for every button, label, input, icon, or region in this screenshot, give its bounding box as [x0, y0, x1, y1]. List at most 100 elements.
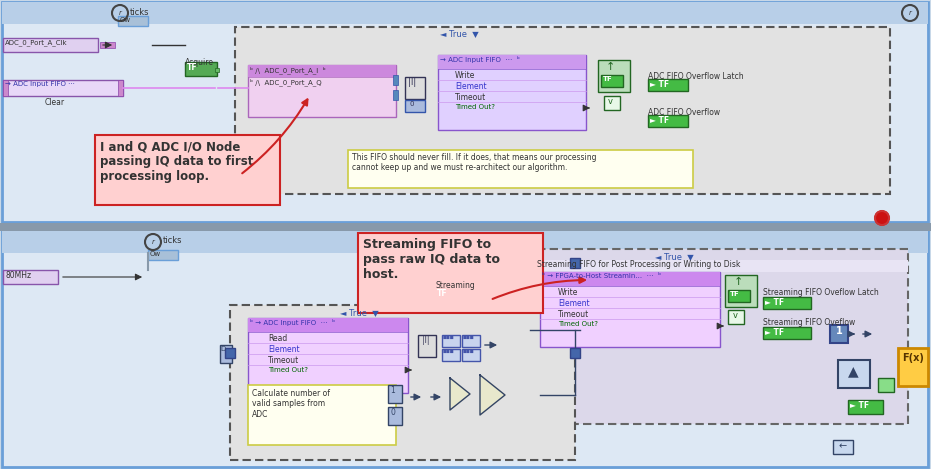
Text: Timed Out?: Timed Out? [455, 104, 495, 110]
Bar [728, 290, 750, 302]
Text: ► TF: ► TF [850, 401, 870, 410]
Text: Write: Write [558, 288, 578, 297]
Text: Streaming FIFO Oveflow: Streaming FIFO Oveflow [763, 318, 856, 327]
Bar [763, 297, 811, 309]
Text: r: r [118, 10, 121, 16]
Bar [248, 385, 396, 445]
Bar [3, 80, 8, 96]
Bar [148, 250, 178, 260]
Text: 1: 1 [391, 386, 396, 395]
Text: I and Q ADC I/O Node
passing IQ data to first
processing loop.: I and Q ADC I/O Node passing IQ data to … [100, 140, 253, 183]
Text: TF: TF [187, 63, 197, 72]
Bar [405, 100, 425, 112]
Circle shape [875, 211, 889, 225]
Bar [540, 272, 720, 286]
Bar [248, 65, 396, 77]
Text: A: A [496, 291, 504, 301]
Bar [533, 249, 908, 424]
Text: Element: Element [455, 82, 487, 91]
Bar [405, 77, 425, 99]
Text: Ow: Ow [120, 17, 131, 23]
Text: ADC FIFO Overflow Latch: ADC FIFO Overflow Latch [648, 72, 744, 81]
Text: ■■■: ■■■ [443, 350, 454, 354]
Bar [3, 38, 98, 52]
Text: ■■■: ■■■ [463, 336, 475, 340]
Text: Element: Element [268, 345, 300, 354]
Text: 0: 0 [391, 408, 396, 417]
Text: |I|: |I| [408, 78, 416, 87]
Text: Streaming FIFO for Post Processing or Writing to Disk: Streaming FIFO for Post Processing or Wr… [537, 260, 740, 269]
Bar [830, 325, 848, 343]
Bar [725, 275, 757, 307]
Text: Timeout: Timeout [268, 356, 299, 365]
Bar [570, 348, 580, 358]
Bar [601, 75, 623, 87]
Text: ► TF: ► TF [650, 116, 669, 125]
Bar [100, 42, 115, 48]
Text: ◄ True  ▼: ◄ True ▼ [340, 308, 379, 317]
Bar [248, 65, 396, 117]
Bar [462, 335, 480, 347]
Bar [230, 305, 575, 460]
Bar [648, 115, 688, 127]
Bar [438, 55, 586, 69]
Bar [598, 60, 630, 92]
Text: Acquire: Acquire [185, 58, 214, 67]
Text: 80MHz: 80MHz [5, 271, 31, 280]
Bar [898, 348, 928, 386]
Bar [248, 318, 408, 332]
Text: r: r [909, 10, 911, 16]
Bar [570, 258, 580, 268]
Text: D: D [221, 346, 225, 352]
Text: ADC FIFO Overflow: ADC FIFO Overflow [648, 108, 720, 117]
Text: ► TF: ► TF [765, 298, 784, 307]
Text: ticks: ticks [163, 236, 182, 245]
Bar [838, 360, 870, 388]
Bar [393, 75, 398, 85]
Text: F(x): F(x) [902, 353, 924, 363]
Text: Clear: Clear [45, 98, 65, 107]
Polygon shape [450, 378, 470, 410]
Bar [2, 2, 928, 222]
Bar [393, 90, 398, 100]
Text: ◄ True  ▼: ◄ True ▼ [440, 29, 479, 38]
Text: ᵇ → FPGA-to-Host Streamin...  ⋯  ᵇ: ᵇ → FPGA-to-Host Streamin... ⋯ ᵇ [542, 273, 661, 279]
Text: Streaming: Streaming [435, 281, 475, 290]
Text: 1: 1 [836, 326, 843, 336]
Bar [648, 79, 688, 91]
Bar [462, 349, 480, 361]
Bar [0, 223, 931, 231]
Text: ᵇ /\  ADC_0_Port_A_I  ᵇ: ᵇ /\ ADC_0_Port_A_I ᵇ [250, 66, 326, 74]
Text: ► TF: ► TF [765, 328, 784, 337]
Text: ► TF: ► TF [650, 80, 669, 89]
Text: → ADC Input FIFO  ⋯  ᵇ: → ADC Input FIFO ⋯ ᵇ [440, 56, 519, 63]
Text: ↑: ↑ [734, 277, 743, 287]
Text: Streaming FIFO to
pass raw IQ data to
host.: Streaming FIFO to pass raw IQ data to ho… [363, 238, 500, 281]
Bar [220, 345, 232, 363]
Text: Write: Write [455, 71, 476, 80]
Bar [418, 335, 436, 357]
Bar [878, 378, 894, 392]
Bar [442, 335, 460, 347]
Bar [442, 349, 460, 361]
Text: ᵇ → ADC Input FIFO  ⋯  ᵇ: ᵇ → ADC Input FIFO ⋯ ᵇ [250, 319, 335, 326]
Text: ◄ True  ▼: ◄ True ▼ [655, 252, 694, 261]
Bar [438, 55, 586, 130]
Bar [215, 68, 219, 72]
Text: Streaming FIFO Oveflow Latch: Streaming FIFO Oveflow Latch [763, 288, 879, 297]
Text: Timed Out?: Timed Out? [268, 367, 308, 373]
Text: 0: 0 [410, 101, 414, 107]
Text: Ow: Ow [150, 251, 161, 257]
Bar [3, 80, 123, 96]
Text: ↑: ↑ [605, 62, 614, 72]
Bar [848, 400, 883, 414]
Bar [185, 62, 217, 76]
Bar [95, 135, 280, 205]
Text: ■■■: ■■■ [443, 336, 454, 340]
Bar [540, 272, 720, 347]
Text: Calculate number of
valid samples from
ADC: Calculate number of valid samples from A… [252, 389, 330, 419]
Text: TF: TF [730, 291, 740, 297]
Bar [2, 231, 928, 467]
Text: Timeout: Timeout [455, 93, 486, 102]
Bar [533, 260, 908, 272]
